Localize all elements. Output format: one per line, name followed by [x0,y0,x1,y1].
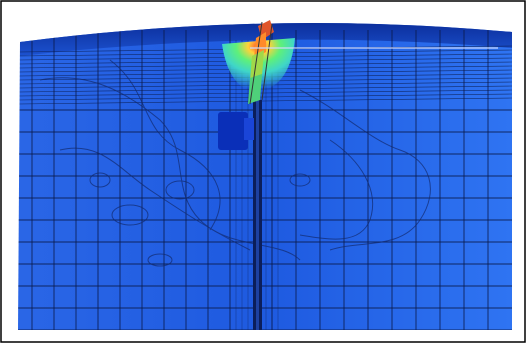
contour-line-3 [299,89,431,251]
contour-ellipse-2 [165,180,195,200]
mesh-line-top [18,97,512,105]
mesh-grid [18,30,512,330]
contour-ellipse-5 [289,173,311,187]
contour-ellipse-3 [89,172,111,188]
inclusion-block [218,112,248,150]
contour-line-2 [59,147,251,251]
contour-ellipse-4 [147,253,173,267]
contour-ellipse-1 [111,204,149,226]
inclusion-block-edge [244,118,254,140]
contour-line-4 [109,59,221,231]
mesh-line-top [18,93,512,101]
crack-highlight [256,100,259,330]
protruding-element [248,20,274,105]
contour-line-5 [299,139,374,240]
mesh-line-top [18,89,512,97]
